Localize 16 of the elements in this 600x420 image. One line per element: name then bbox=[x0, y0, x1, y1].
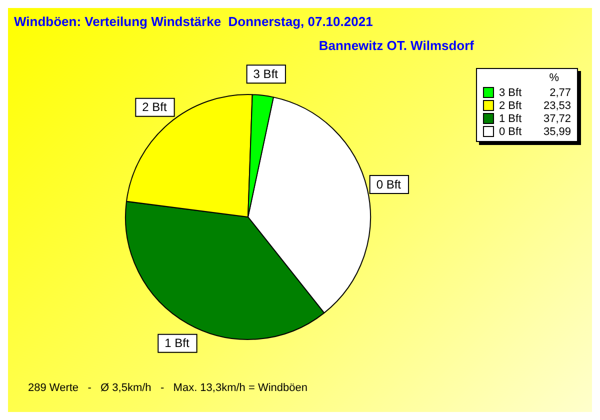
legend-label: 3 Bft bbox=[499, 86, 523, 98]
chart-subtitle: Bannewitz OT. Wilmsdorf bbox=[318, 38, 474, 53]
legend-label: 0 Bft bbox=[499, 126, 523, 138]
legend-label: 2 Bft bbox=[499, 100, 523, 112]
text: 289 Werte - Ø 3,5km/h - Max. 13,3km/h = Windböen bbox=[28, 382, 308, 394]
legend-title: % bbox=[548, 72, 560, 84]
legend-label: 1 Bft bbox=[499, 112, 523, 124]
data-label: 37,72 bbox=[543, 112, 571, 124]
data-label: 35,99 bbox=[543, 126, 571, 138]
slice-label: 2 Bft bbox=[142, 100, 168, 114]
slice-label: 0 Bft bbox=[376, 177, 402, 192]
slice-label: 1 Bft bbox=[164, 336, 190, 350]
slice-label: 3 Bft bbox=[253, 66, 279, 81]
data-label: 23,53 bbox=[543, 100, 571, 112]
chart-title: Windböen: Verteilung Windstärke Donnerstag, 07.10.2021 bbox=[14, 14, 373, 29]
data-label: 2,77 bbox=[550, 86, 571, 98]
